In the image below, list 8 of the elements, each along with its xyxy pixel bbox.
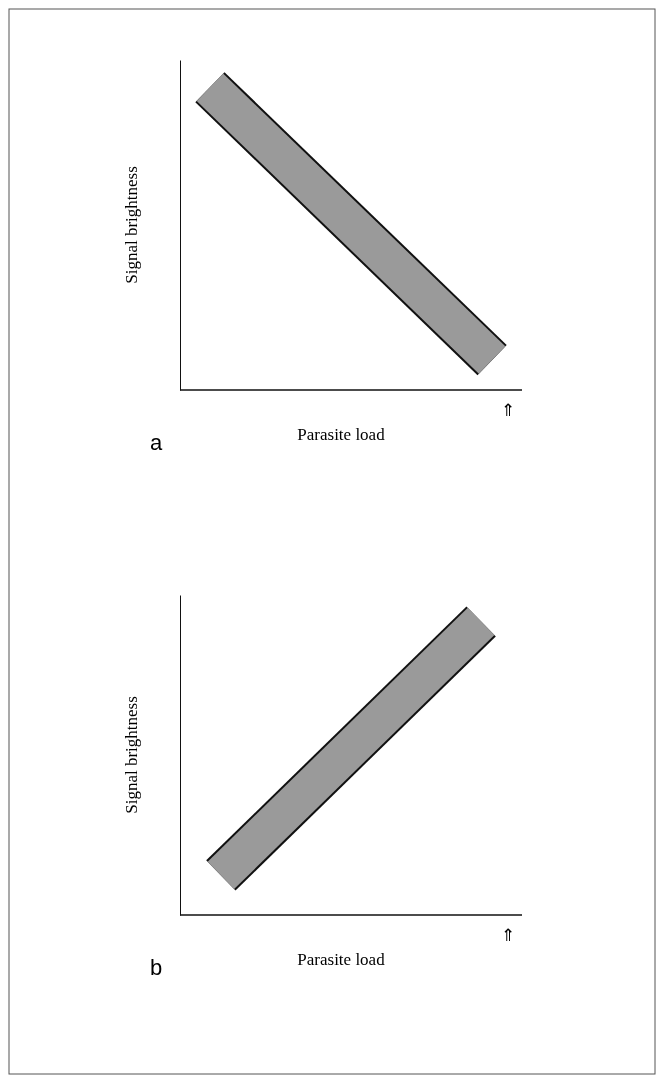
- text: b: [150, 955, 163, 980]
- text: ⇑: [501, 401, 515, 420]
- text: ⇑: [501, 926, 515, 945]
- x-axis-title: Parasite load: [297, 425, 386, 444]
- x-axis-title: Parasite load: [297, 950, 386, 969]
- text: a: [150, 430, 163, 455]
- y-axis-title: Signal brightness: [122, 696, 141, 814]
- y-axis-title: Signal brightness: [122, 166, 141, 284]
